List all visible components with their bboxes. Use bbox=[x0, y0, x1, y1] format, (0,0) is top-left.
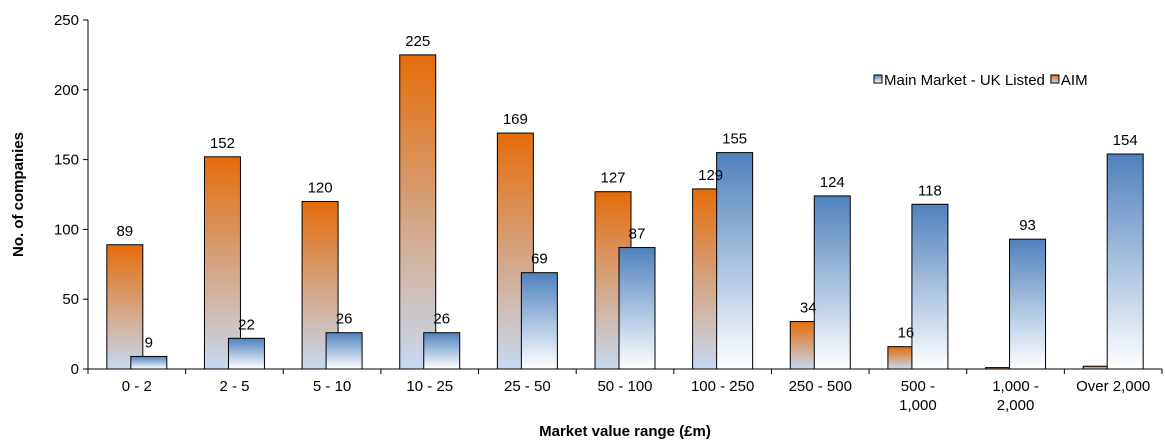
x-tick-label: 10 - 25 bbox=[406, 378, 453, 395]
bar-main-market bbox=[325, 332, 363, 370]
bar-main-market bbox=[911, 203, 949, 370]
y-axis-ticks: 0 50 100 150 200 250 bbox=[54, 12, 88, 378]
bar-aim bbox=[399, 54, 437, 370]
legend-label: AIM bbox=[1061, 72, 1088, 89]
bar-main-market bbox=[813, 195, 851, 370]
x-axis-ticks: 0 - 2 2 - 5 5 - 10 10 - 25 25 - 50 50 - 100 10… bbox=[87, 369, 1163, 414]
data-label: 93 bbox=[1019, 217, 1036, 234]
bar-main-market bbox=[716, 152, 754, 370]
data-label: 155 bbox=[722, 131, 747, 148]
data-label: 129 bbox=[698, 167, 723, 184]
data-label: 69 bbox=[531, 251, 548, 268]
data-label: 120 bbox=[308, 179, 333, 196]
y-tick-label: 100 bbox=[54, 221, 79, 238]
data-label: 34 bbox=[800, 300, 817, 317]
x-tick-label: 2 - 5 bbox=[219, 378, 249, 395]
data-label: 89 bbox=[116, 223, 133, 240]
bar-aim bbox=[106, 244, 144, 370]
x-tick-label: 0 - 2 bbox=[122, 378, 152, 395]
data-label: 169 bbox=[503, 111, 528, 128]
y-tick-label: 200 bbox=[54, 82, 79, 99]
y-tick-label: 50 bbox=[62, 291, 79, 308]
data-label: 152 bbox=[210, 135, 235, 152]
data-label: 26 bbox=[433, 311, 450, 328]
legend-swatch-main-market bbox=[873, 74, 883, 84]
bar-main-market bbox=[520, 272, 558, 370]
bar-main-market bbox=[1009, 238, 1047, 370]
data-label: 22 bbox=[238, 316, 255, 333]
x-tick-label: 5 - 10 bbox=[313, 378, 351, 395]
data-label: 118 bbox=[918, 182, 942, 199]
data-label: 26 bbox=[336, 311, 353, 328]
x-tick-label: 500 -1,000 bbox=[899, 378, 937, 414]
legend-label: Main Market - UK Listed bbox=[884, 72, 1045, 89]
bar-main-market bbox=[130, 355, 168, 370]
x-axis-title: Market value range (£m) bbox=[539, 423, 711, 440]
x-tick-label: Over 2,000 bbox=[1076, 378, 1150, 395]
y-tick-label: 150 bbox=[54, 152, 79, 169]
x-tick-label: 250 - 500 bbox=[789, 378, 852, 395]
data-label: 124 bbox=[820, 174, 845, 191]
x-tick-label: 50 - 100 bbox=[597, 378, 652, 395]
data-label: 225 bbox=[405, 33, 430, 50]
bar-main-market bbox=[227, 337, 265, 370]
bar-main-market bbox=[423, 332, 461, 370]
data-label: 87 bbox=[629, 226, 646, 243]
bar-main-market bbox=[618, 247, 656, 370]
x-tick-label: 1,000 -2,000 bbox=[992, 378, 1039, 414]
bar-main-market bbox=[1106, 153, 1144, 370]
y-tick-label: 0 bbox=[71, 361, 79, 378]
bars-group bbox=[106, 54, 1144, 370]
y-tick-label: 250 bbox=[54, 12, 79, 29]
data-label: 127 bbox=[600, 170, 625, 187]
y-axis-title: No. of companies bbox=[10, 132, 27, 257]
legend: Main Market - UK Listed AIM bbox=[873, 72, 1088, 89]
bar-aim bbox=[203, 156, 241, 370]
data-label: 9 bbox=[145, 334, 153, 351]
data-label: 16 bbox=[898, 325, 915, 342]
legend-swatch-aim bbox=[1050, 74, 1060, 84]
x-tick-label: 100 - 250 bbox=[691, 378, 754, 395]
data-label: 154 bbox=[1113, 132, 1138, 149]
x-tick-label: 25 - 50 bbox=[504, 378, 551, 395]
